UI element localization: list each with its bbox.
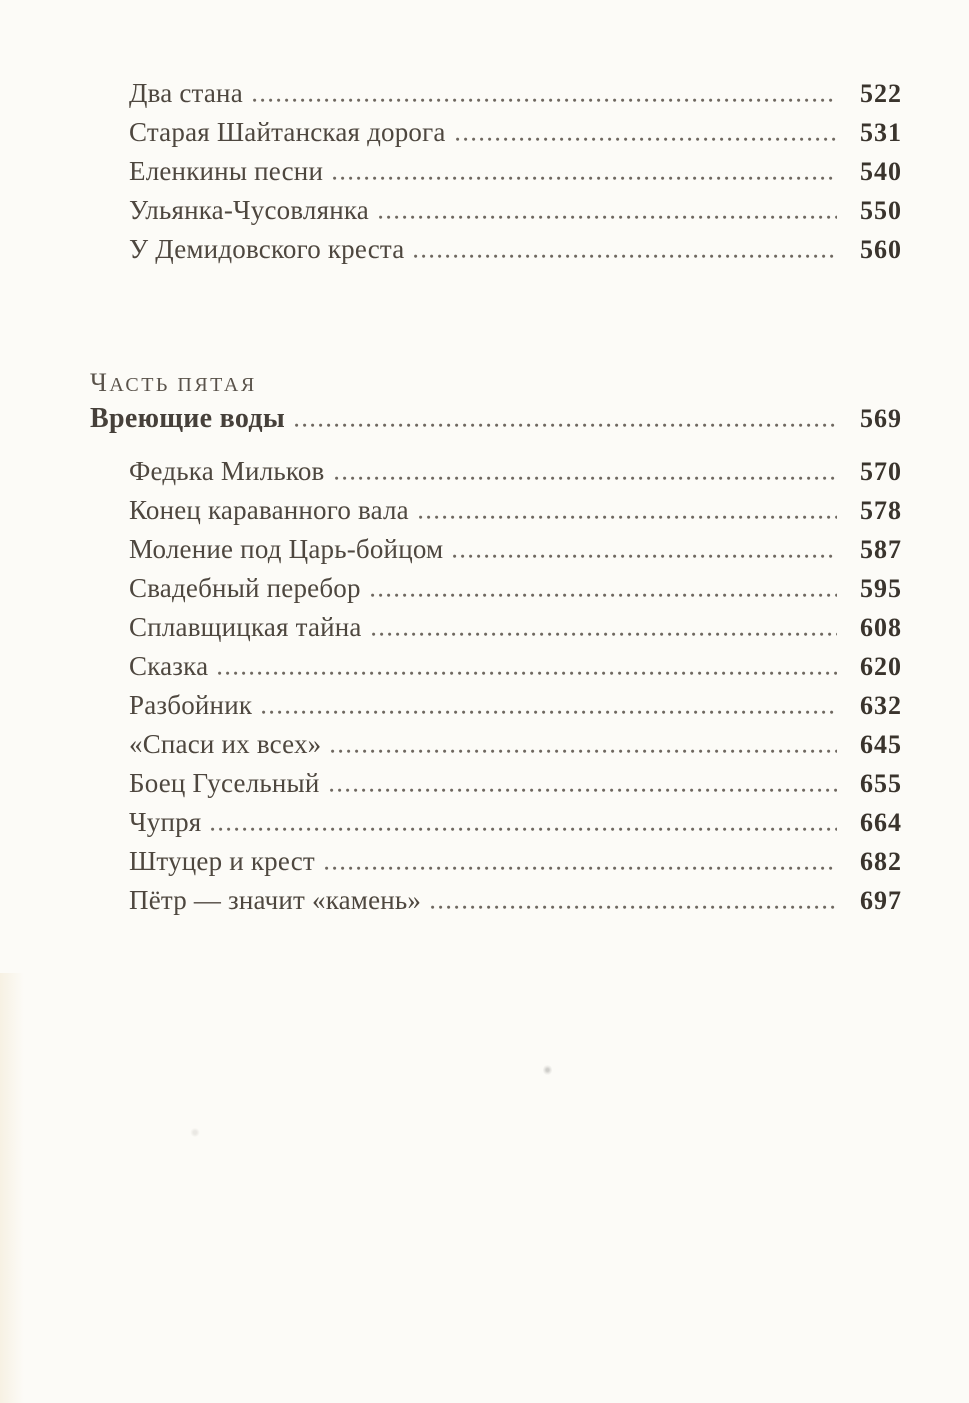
part-heading: ЧАСТЬ ПЯТАЯ Вреющие воды 569 — [90, 368, 902, 438]
toc-entry-page: 655 — [860, 769, 902, 798]
toc-entry-page: 578 — [860, 496, 902, 525]
toc-row: Еленкины песни 540 — [90, 152, 902, 191]
toc-entry-title: Штуцер и крест — [129, 846, 315, 876]
toc-entry-page: 531 — [860, 118, 902, 147]
dot-leader — [455, 136, 837, 141]
toc-entry-title: «Спаси их всех» — [129, 729, 322, 759]
part-page: 569 — [860, 404, 902, 433]
toc-entry-page: 550 — [860, 196, 902, 225]
dot-leader — [324, 865, 837, 870]
toc-row: Ульянка-Чусовлянка 550 — [90, 191, 902, 230]
toc-row: Моление под Царь-бойцом 587 — [90, 530, 902, 569]
toc-entry-title: Сказка — [129, 651, 209, 681]
toc-entry-title: Сплавщицкая тайна — [129, 612, 362, 642]
toc-entry-page: 620 — [860, 652, 902, 681]
toc-row: Свадебный перебор 595 — [90, 569, 902, 608]
toc-entry-page: 632 — [860, 691, 902, 720]
toc-row: Два стана 522 — [90, 74, 902, 113]
toc-entry-title: У Демидовского креста — [129, 234, 405, 264]
dot-leader — [370, 592, 837, 597]
toc-row: Сказка 620 — [90, 647, 902, 686]
toc-entry-page: 570 — [860, 457, 902, 486]
toc-entry-page: 645 — [860, 730, 902, 759]
dot-leader — [431, 904, 837, 909]
toc-entry-title: Федька Мильков — [129, 456, 325, 486]
dot-leader — [262, 709, 837, 714]
toc-entry-page: 664 — [860, 808, 902, 837]
toc-entry-page: 522 — [860, 79, 902, 108]
toc-row: У Демидовского креста 560 — [90, 230, 902, 269]
toc-entry-title: Пётр — значит «камень» — [129, 885, 422, 915]
scan-speck — [190, 1128, 200, 1137]
toc-row: «Спаси их всех» 645 — [90, 725, 902, 764]
dot-leader — [371, 631, 837, 636]
toc-entry-page: 608 — [860, 613, 902, 642]
dot-leader — [211, 826, 837, 831]
toc-row: Штуцер и крест 682 — [90, 842, 902, 881]
dot-leader — [331, 748, 837, 753]
toc-entry-page: 682 — [860, 847, 902, 876]
toc-entry-title: Ульянка-Чусовлянка — [129, 195, 369, 225]
toc-entry-page: 697 — [860, 886, 902, 915]
dot-leader — [329, 787, 837, 792]
toc-entry-title: Моление под Царь-бойцом — [129, 534, 444, 564]
dot-leader — [378, 214, 837, 219]
page-edge-tint — [0, 973, 24, 1403]
toc-entry-title: Свадебный перебор — [129, 573, 361, 603]
toc-entry-page: 587 — [860, 535, 902, 564]
toc-content: Два стана 522 Старая Шайтанская дорога 5… — [90, 74, 902, 920]
part-title-row: Вреющие воды 569 — [90, 400, 902, 438]
toc-entry-title: Старая Шайтанская дорога — [129, 117, 446, 147]
toc-entry-page: 560 — [860, 235, 902, 264]
scan-speck — [543, 1064, 552, 1076]
toc-entry-page: 595 — [860, 574, 902, 603]
toc-row: Разбойник 632 — [90, 686, 902, 725]
toc-entry-page: 540 — [860, 157, 902, 186]
toc-row: Старая Шайтанская дорога 531 — [90, 113, 902, 152]
dot-leader — [295, 422, 837, 427]
toc-row: Боец Гусельный 655 — [90, 764, 902, 803]
toc-top-entries: Два стана 522 Старая Шайтанская дорога 5… — [90, 74, 902, 269]
toc-entry-title: Боец Гусельный — [129, 768, 320, 798]
toc-entry-title: Разбойник — [129, 690, 253, 720]
part-label: ЧАСТЬ ПЯТАЯ — [90, 368, 257, 397]
dot-leader — [334, 475, 837, 480]
dot-leader — [418, 514, 837, 519]
toc-row: Федька Мильков 570 — [90, 452, 902, 491]
toc-entry-title: Конец караванного вала — [129, 495, 409, 525]
toc-row: Чупря 664 — [90, 803, 902, 842]
toc-row: Сплавщицкая тайна 608 — [90, 608, 902, 647]
toc-entry-title: Чупря — [129, 807, 202, 837]
dot-leader — [453, 553, 837, 558]
toc-row: Конец караванного вала 578 — [90, 491, 902, 530]
part-title: Вреющие воды — [90, 403, 286, 434]
toc-entry-title: Два стана — [129, 78, 243, 108]
dot-leader — [218, 670, 837, 675]
dot-leader — [252, 97, 837, 102]
toc-row: Пётр — значит «камень» 697 — [90, 881, 902, 920]
dot-leader — [333, 175, 837, 180]
dot-leader — [414, 253, 837, 258]
toc-part-entries: Федька Мильков 570 Конец караванного вал… — [90, 452, 902, 920]
toc-entry-title: Еленкины песни — [129, 156, 324, 186]
